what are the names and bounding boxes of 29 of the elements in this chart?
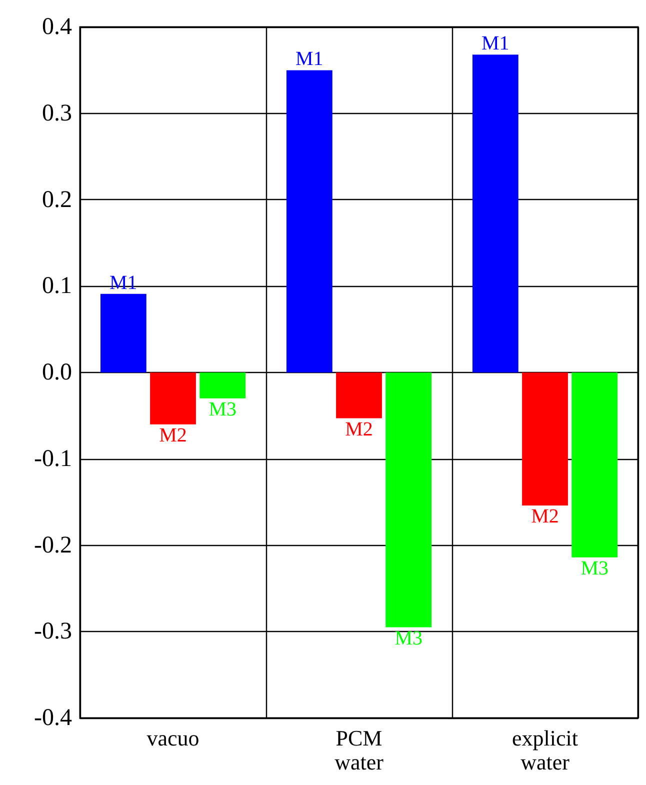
x-tick-label: vacuo [146, 726, 200, 750]
y-tick-label: -0.3 [34, 618, 72, 645]
y-tick-label: -0.2 [34, 532, 72, 558]
y-tick-label: -0.1 [34, 446, 72, 472]
bar [100, 294, 146, 372]
text: M2 [531, 506, 559, 528]
bar [472, 54, 518, 372]
bar [386, 372, 432, 628]
text: M2 [345, 418, 373, 440]
x-tick-label: PCM water [334, 726, 384, 774]
bar [150, 372, 196, 424]
text: M3 [394, 627, 422, 650]
bar [286, 70, 332, 372]
y-tick-label: 0.0 [42, 360, 72, 386]
y-tick-label: 0.1 [42, 273, 72, 300]
text: M3 [580, 557, 608, 580]
y-tick-label: -0.4 [34, 705, 72, 731]
bar [522, 372, 568, 506]
y-tick-label: 0.4 [42, 14, 72, 40]
bar [336, 372, 382, 418]
bar [200, 372, 246, 398]
series-label: M2 [159, 424, 187, 446]
text: M1 [296, 48, 324, 70]
series-label: M3 [208, 398, 236, 420]
x-tick-label: explicit water [512, 726, 578, 774]
bar [572, 372, 618, 558]
y-tick-label: 0.3 [42, 100, 72, 126]
text: M1 [482, 32, 510, 55]
y-tick-label: 0.2 [42, 186, 72, 213]
